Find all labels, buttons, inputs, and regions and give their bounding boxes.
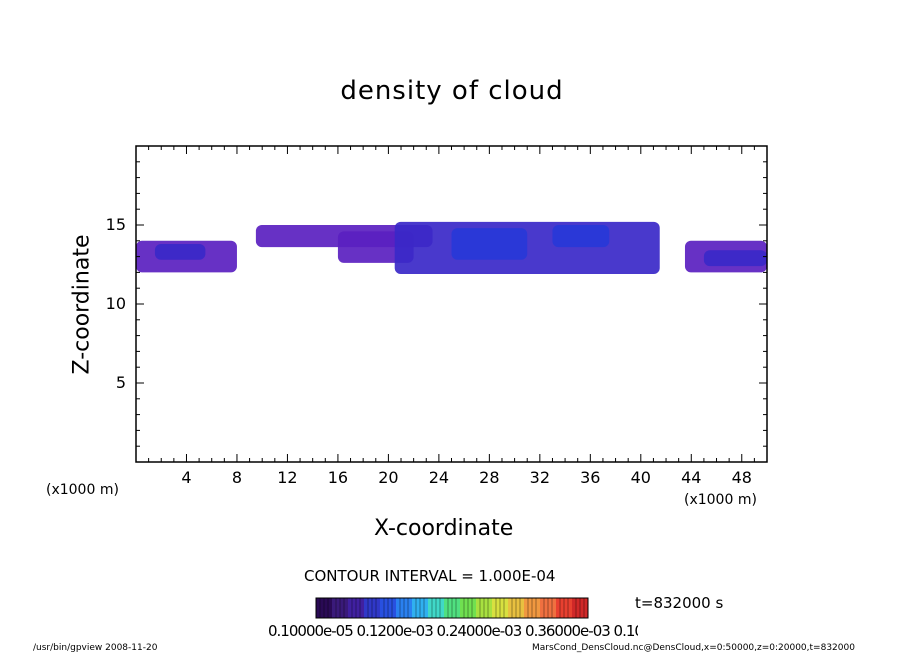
cloud-region-2: [154, 243, 206, 260]
x-axis-label: X-coordinate: [374, 516, 514, 541]
colorbar: [315, 597, 589, 619]
x-tick-label: 32: [529, 468, 550, 487]
cloud-region-9: [703, 250, 767, 267]
x-tick-label: 36: [580, 468, 601, 487]
cloud-density-field: [136, 221, 767, 274]
x-tick-label: 8: [231, 468, 243, 487]
x-tick-label: 4: [181, 468, 192, 487]
x-tick-label: 40: [630, 468, 651, 487]
chart-title: density of cloud: [340, 76, 564, 106]
cloud-region-7: [552, 225, 610, 248]
footer-right: MarsCond_DensCloud.nc@DensCloud,x=0:5000…: [532, 643, 855, 653]
x-tick-label: 20: [378, 468, 399, 487]
contour-interval-label: CONTOUR INTERVAL = 1.000E-04: [304, 567, 556, 585]
x-tick-label: 16: [327, 468, 349, 487]
time-label: t=832000 s: [635, 594, 724, 612]
footer-left: /usr/bin/gpview 2008-11-20: [33, 643, 158, 653]
colorbar-frame: [315, 597, 589, 619]
x-tick-label: 24: [428, 468, 450, 487]
y-tick-label: 5: [115, 373, 126, 392]
y-tick-label: 10: [105, 294, 126, 313]
x-tick-label: 12: [277, 468, 298, 487]
y-tick-label: 15: [105, 215, 126, 234]
colorbar-labels: 0.10000e-05 0.1200e-03 0.24000e-03 0.360…: [268, 622, 638, 640]
x-unit-right-label: (x1000 m): [684, 492, 757, 508]
plot-frame: [135, 145, 768, 463]
x-tick-label: 28: [479, 468, 500, 487]
x-unit-left-label: (x1000 m): [46, 482, 119, 498]
x-tick-label: 44: [681, 468, 702, 487]
x-tick-label: 48: [731, 468, 752, 487]
cloud-region-6: [451, 228, 528, 260]
y-axis-label: Z-coordinate: [69, 234, 95, 375]
axis-ticks: [136, 146, 767, 462]
